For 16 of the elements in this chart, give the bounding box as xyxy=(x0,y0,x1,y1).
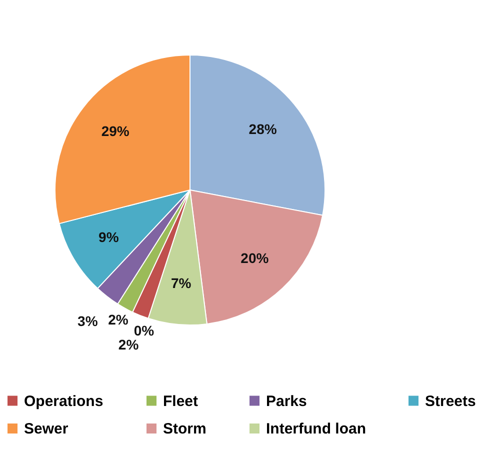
data-label: 2% xyxy=(118,336,140,352)
data-label: 28% xyxy=(248,120,278,137)
data-label: 20% xyxy=(240,250,270,266)
text: 0% xyxy=(134,322,154,339)
legend-label: Interfund loan xyxy=(266,420,366,438)
data-label: 3% xyxy=(78,312,98,329)
legend-label: Parks xyxy=(266,392,307,410)
data-label: 7% xyxy=(170,275,192,292)
legend-label: Sewer xyxy=(24,420,68,438)
data-label: 29% xyxy=(101,123,130,140)
legend-label: Fleet xyxy=(163,392,198,410)
data-label: 9% xyxy=(98,229,120,246)
legend-label: Streets xyxy=(425,392,476,410)
legend-label: Storm xyxy=(163,420,206,438)
legend-label: Operations xyxy=(24,392,104,410)
data-label: 2% xyxy=(108,312,129,328)
